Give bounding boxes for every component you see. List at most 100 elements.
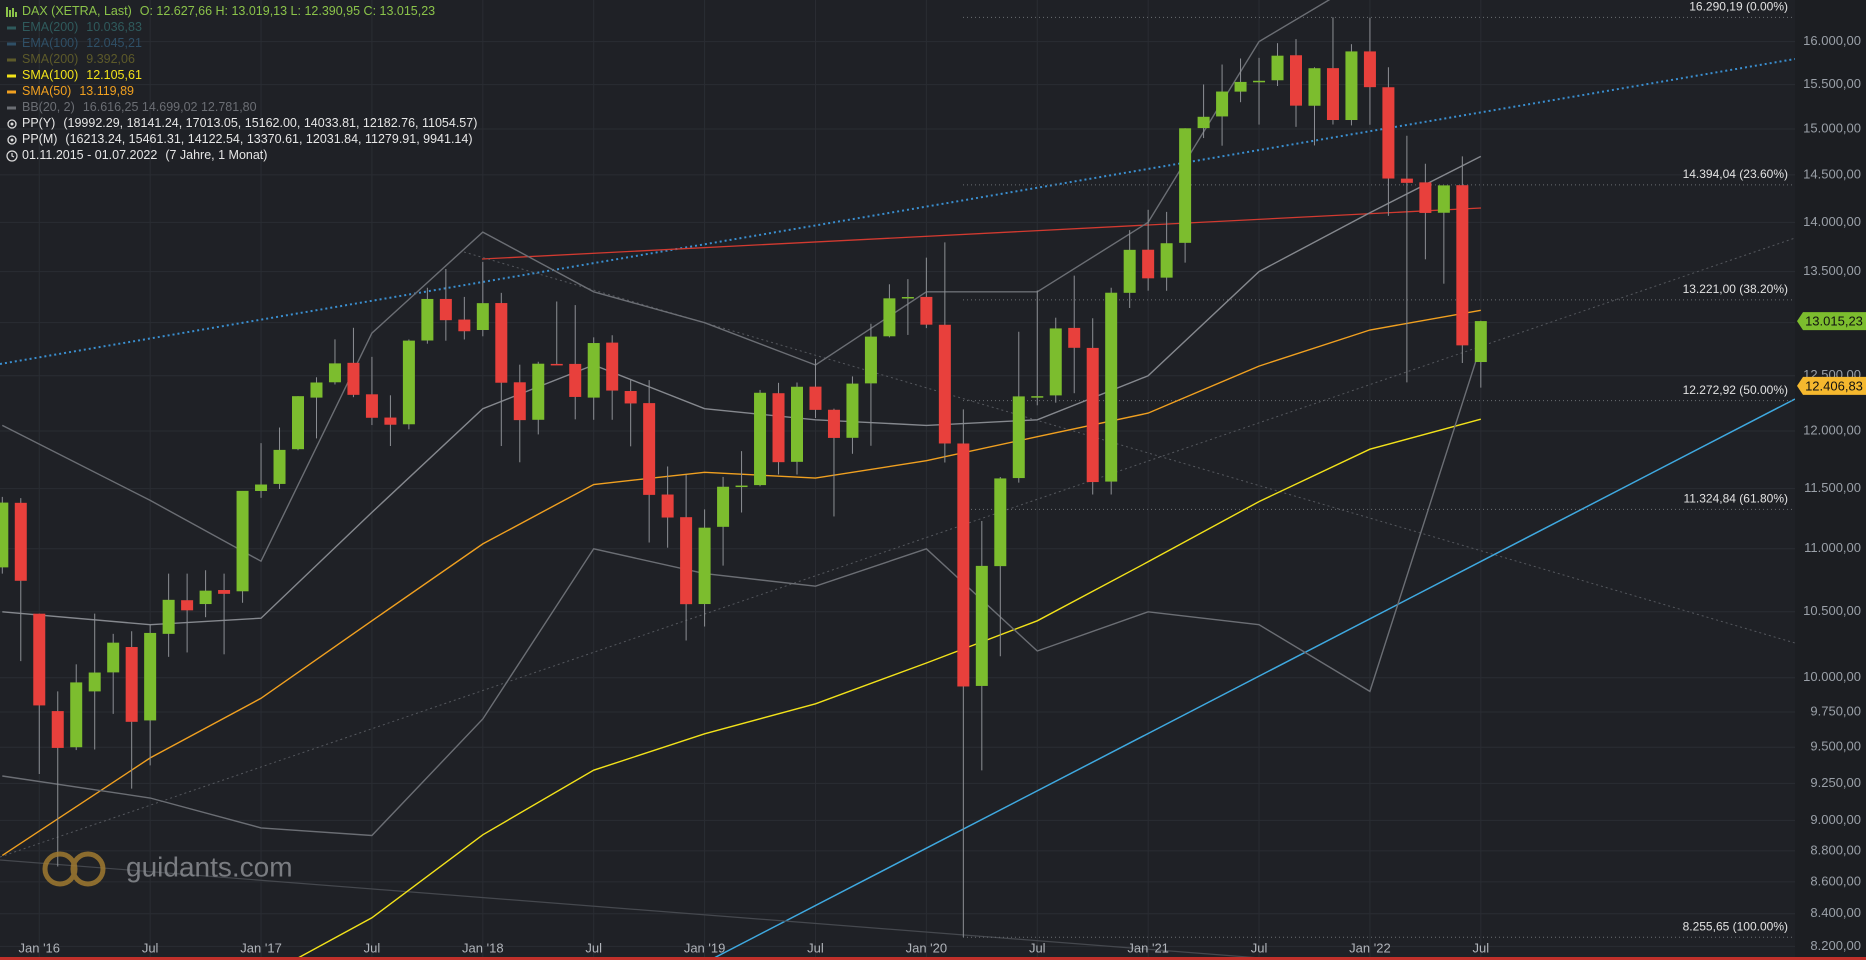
candle-body (458, 319, 471, 332)
candle-body (125, 647, 138, 722)
candle-body (698, 527, 711, 605)
y-tick-label: 16.000,00 (1803, 33, 1861, 48)
legend-value: 12.045,21 (86, 36, 142, 50)
legend-label: SMA(50) (22, 84, 71, 98)
y-tick-label: 8.400,00 (1810, 905, 1861, 920)
candle-body (532, 363, 545, 420)
candle-body (107, 642, 120, 673)
x-tick-label: Jul (1251, 940, 1268, 955)
candle-body (365, 394, 378, 418)
y-tick-label: 9.500,00 (1810, 739, 1861, 754)
legend-label: 01.11.2015 - 01.07.2022 (22, 148, 157, 162)
candle-body (938, 324, 951, 444)
y-tick-label: 14.000,00 (1803, 214, 1861, 229)
candle-body (569, 363, 582, 397)
legend-value: 12.105,61 (86, 68, 142, 82)
candle-body (476, 303, 489, 330)
legend-entry: DAX (XETRA, Last) O: 12.627,66 H: 13.019,… (22, 4, 435, 18)
x-tick-label: Jul (1029, 940, 1046, 955)
legend-value: 16.616,25 14.699,02 12.781,80 (83, 100, 257, 114)
legend-icon (7, 135, 17, 145)
y-tick-label: 15.000,00 (1803, 120, 1861, 135)
fib-label: 12.272,92 (50.00%) (1683, 383, 1788, 397)
candle-body (643, 403, 656, 495)
legend-entry: SMA(100) 12.105,61 (22, 68, 142, 82)
candle-body (70, 682, 83, 748)
y-tick-label: 8.200,00 (1810, 938, 1861, 953)
x-tick-label: Jan '20 (906, 940, 948, 955)
candle-body (1456, 185, 1469, 346)
candle-body (772, 393, 785, 463)
candle-body (1253, 80, 1266, 83)
candle-body (606, 342, 619, 391)
x-tick-label: Jan '19 (684, 940, 726, 955)
x-tick-label: Jan '16 (19, 940, 61, 955)
legend: DAX (XETRA, Last) O: 12.627,66 H: 13.019,… (6, 4, 477, 162)
y-tick-label: 10.500,00 (1803, 603, 1861, 618)
legend-entry: BB(20, 2) 16.616,25 14.699,02 12.781,80 (22, 100, 257, 114)
candle-body (402, 340, 415, 425)
trendline (0, 237, 1795, 858)
candle-body (883, 298, 896, 337)
y-tick-label: 9.000,00 (1810, 812, 1861, 827)
candle-body (587, 343, 600, 398)
candle-body (1142, 249, 1155, 279)
trendline (0, 58, 1795, 365)
candle-body (88, 672, 101, 692)
x-tick-label: Jan '18 (462, 940, 504, 955)
legend-value: (7 Jahre, 1 Monat) (165, 148, 267, 162)
legend-label: SMA(200) (22, 52, 78, 66)
y-tick-label: 10.000,00 (1803, 669, 1861, 684)
x-tick-label: Jan '21 (1127, 940, 1169, 955)
candle-body (273, 449, 286, 484)
y-tick-label: 9.250,00 (1810, 775, 1861, 790)
candle-body (1179, 128, 1192, 243)
y-tick-label: 12.000,00 (1803, 422, 1861, 437)
overlay-line (2, 345, 1482, 837)
overlay-line (297, 418, 1481, 958)
candle-body (1437, 185, 1450, 213)
candle-body (255, 484, 268, 491)
candle-body (236, 490, 249, 592)
legend-entry: SMA(50) 13.119,89 (22, 84, 134, 98)
legend-entry: 01.11.2015 - 01.07.2022 (7 Jahre, 1 Monat… (22, 148, 267, 162)
candle-body (1160, 243, 1173, 278)
legend-value: 13.119,89 (79, 84, 134, 98)
price-tag-label: 13.015,23 (1805, 314, 1863, 329)
candle-body (827, 409, 840, 438)
fib-label: 14.394,04 (23.60%) (1683, 167, 1788, 181)
x-tick-label: Jul (585, 940, 602, 955)
candle-body (1123, 249, 1136, 293)
candle-body (51, 711, 64, 748)
fib-label: 8.255,65 (100.00%) (1683, 919, 1788, 933)
legend-entry: PP(M) (16213.24, 15461.31, 14122.54, 1337… (22, 132, 473, 146)
candle-body (310, 382, 323, 398)
candle-body (1216, 91, 1229, 117)
candle-body (624, 391, 637, 404)
candle-body (439, 298, 452, 321)
candle-body (846, 383, 859, 438)
legend-label: PP(Y) (22, 116, 55, 130)
candle-body (754, 392, 767, 486)
legend-value: 9.392,06 (86, 52, 135, 66)
candle-body (1012, 396, 1025, 479)
legend-entry: SMA(200) 9.392,06 (22, 52, 135, 66)
legend-label: DAX (XETRA, Last) (22, 4, 132, 18)
legend-icon (10, 122, 14, 126)
x-tick-label: Jan '17 (240, 940, 282, 955)
legend-value: (19992.29, 18141.24, 17013.05, 15162.00,… (63, 116, 477, 130)
legend-icon (10, 138, 14, 142)
candle-body (421, 298, 434, 341)
candle-body (1049, 328, 1062, 396)
bottom-bar (0, 957, 1866, 960)
legend-label: EMA(100) (22, 36, 78, 50)
candle-body (920, 296, 933, 325)
fib-label: 11.324,84 (61.80%) (1683, 492, 1788, 506)
candles (0, 17, 1487, 938)
trendline (481, 207, 1482, 260)
candle-body (1234, 81, 1247, 92)
watermark: guidants.com (42, 851, 293, 887)
x-tick-label: Jul (142, 940, 159, 955)
